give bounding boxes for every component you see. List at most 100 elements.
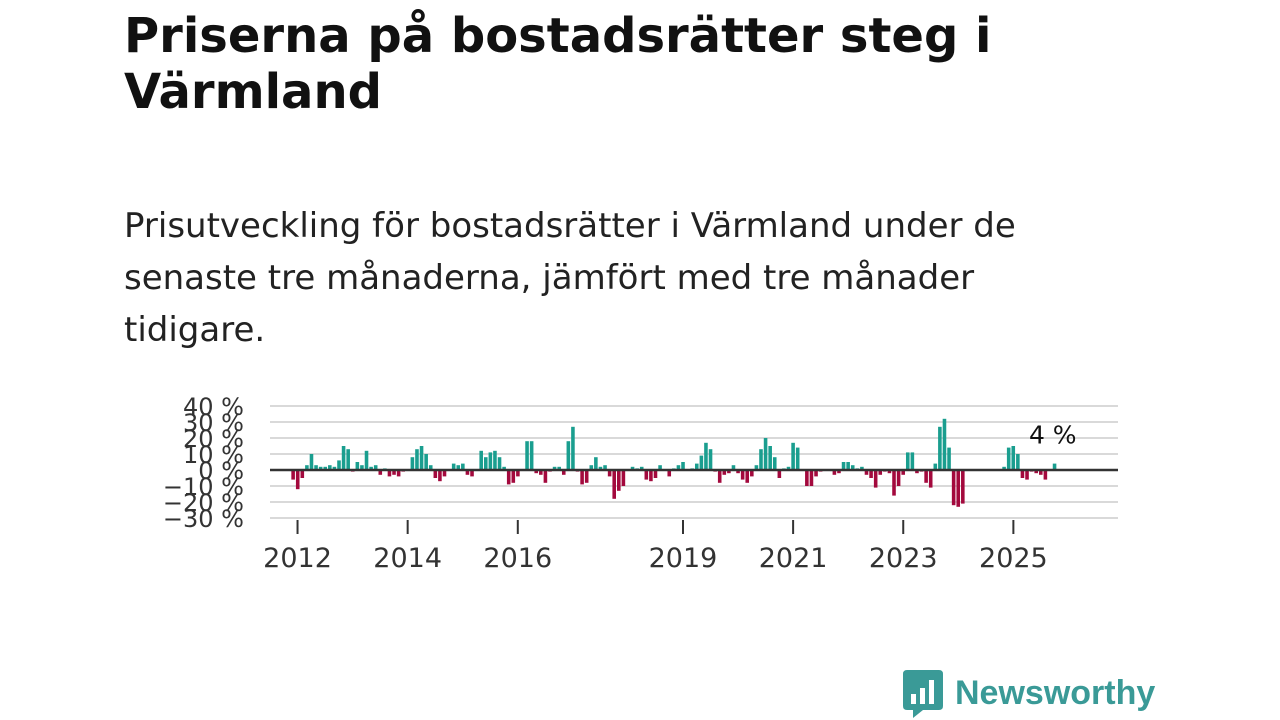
bar	[763, 438, 768, 470]
bar	[777, 470, 782, 478]
bar	[736, 470, 740, 474]
bar	[754, 465, 759, 470]
bar	[598, 466, 603, 470]
x-tick-label: 2019	[649, 543, 718, 574]
bar	[378, 470, 383, 475]
bar	[878, 470, 883, 475]
x-tick-label: 2025	[979, 543, 1048, 574]
y-tick-label: 0 %	[198, 457, 244, 485]
bar	[621, 470, 626, 486]
bar	[561, 470, 566, 475]
bar	[905, 452, 910, 470]
bar	[809, 470, 814, 486]
y-tick-label: −20 %	[163, 489, 244, 517]
bar	[571, 426, 575, 470]
bar	[612, 470, 616, 499]
x-tick-label: 2023	[869, 543, 938, 574]
bar	[928, 470, 933, 488]
bar	[676, 465, 681, 470]
bar	[387, 470, 392, 477]
bar	[805, 470, 809, 486]
bar	[860, 466, 864, 470]
x-tick-label: 2021	[759, 543, 828, 574]
bar	[814, 470, 818, 477]
page-title: Priserna på bostadsrätter steg i Värmlan…	[124, 8, 992, 120]
bar	[291, 470, 295, 480]
bar	[699, 455, 704, 470]
bar	[750, 470, 754, 477]
bar	[745, 470, 750, 483]
bar	[456, 465, 461, 470]
y-tick-label: −10 %	[163, 473, 244, 501]
y-tick-label: 20 %	[183, 425, 244, 453]
bar	[869, 470, 873, 478]
bar	[511, 470, 516, 483]
brand-name: Newsworthy	[955, 674, 1156, 712]
bar	[933, 463, 938, 470]
bar	[956, 470, 961, 507]
bar	[314, 465, 318, 470]
bar	[1043, 470, 1048, 480]
x-tick-label: 2016	[483, 543, 552, 574]
bar	[915, 470, 919, 474]
bar	[323, 466, 328, 470]
x-tick-label: 2014	[373, 543, 442, 574]
bar	[901, 470, 905, 475]
bar	[1025, 470, 1029, 480]
bar	[355, 462, 360, 470]
bar	[873, 470, 878, 488]
x-tick-label: 2012	[263, 543, 332, 574]
bar	[617, 470, 621, 491]
grid-lines	[270, 405, 1118, 519]
bar	[497, 457, 502, 470]
bar	[419, 446, 424, 470]
bar	[731, 465, 736, 470]
bar	[795, 447, 800, 470]
bar	[566, 441, 571, 470]
bar	[1020, 470, 1025, 478]
bar	[442, 470, 447, 477]
bar	[786, 466, 791, 470]
bar	[704, 442, 708, 470]
bar	[740, 470, 745, 480]
bar	[658, 465, 662, 470]
y-tick-label: −30 %	[163, 505, 244, 533]
bar	[942, 418, 947, 470]
bar	[938, 426, 942, 470]
brand-logo[interactable]: Newsworthy	[903, 670, 1155, 720]
bar	[653, 470, 658, 478]
bar	[589, 465, 594, 470]
bar	[694, 463, 699, 470]
bar	[1016, 454, 1020, 470]
bars	[291, 418, 1057, 507]
bar	[415, 449, 419, 470]
bar	[837, 470, 841, 474]
bar	[630, 466, 635, 470]
bar	[580, 470, 584, 485]
bar	[841, 462, 846, 470]
bar	[850, 465, 855, 470]
bar	[465, 470, 470, 475]
bar	[1052, 463, 1057, 470]
bar	[961, 470, 965, 504]
bar	[649, 470, 653, 482]
bar	[493, 450, 497, 470]
bar	[392, 470, 396, 475]
bar	[396, 470, 401, 477]
bar	[552, 466, 557, 470]
bar	[1034, 470, 1038, 474]
bar	[791, 442, 795, 470]
bar	[479, 450, 483, 470]
bar	[708, 449, 713, 470]
chart-subtitle: Prisutveckling för bostadsrätter i Värml…	[124, 206, 1016, 350]
bar	[360, 465, 364, 470]
bar	[534, 470, 539, 474]
bar	[603, 465, 607, 470]
bar	[300, 470, 305, 478]
bar	[332, 466, 337, 470]
bar	[346, 449, 350, 470]
bar	[947, 447, 951, 470]
bar	[584, 470, 589, 483]
bar	[516, 470, 520, 477]
bar	[759, 449, 763, 470]
